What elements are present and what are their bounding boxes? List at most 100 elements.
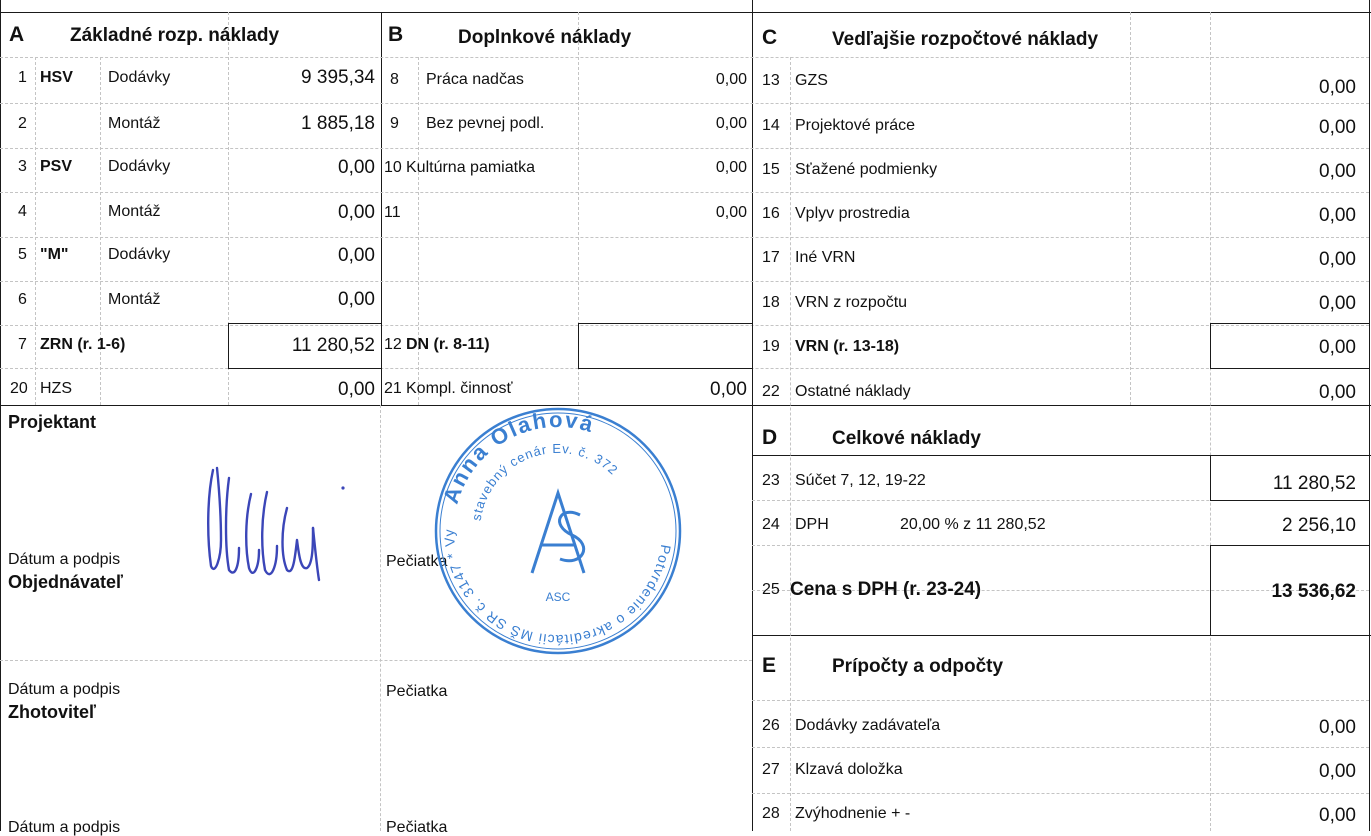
row-num: 18: [762, 294, 780, 311]
row-group: "M": [40, 246, 69, 263]
row-label: Zvýhodnenie + -: [795, 805, 911, 822]
mid-rule: [0, 405, 1371, 406]
row-num: 27: [762, 761, 780, 778]
row-value: 0,00: [1319, 382, 1356, 403]
row-label: HZS: [40, 380, 72, 397]
row-label: Iné VRN: [795, 249, 856, 266]
stamp-logo: ASC: [546, 590, 571, 604]
row-num: 16: [762, 205, 780, 222]
row-num: 20: [10, 380, 28, 397]
row-num: 4: [18, 203, 27, 220]
row-value: 0,00: [1319, 205, 1356, 226]
row-num: 2: [18, 115, 27, 132]
row-num: 28: [762, 805, 780, 822]
row-label: Montáž: [108, 203, 161, 220]
row-num: 9: [390, 115, 399, 132]
row-label: Bez pevnej podl.: [426, 115, 545, 132]
row-value: 0,00: [1319, 337, 1356, 358]
row-value: 0,00: [1319, 761, 1356, 782]
row-label: GZS: [795, 72, 828, 89]
row-value: 0,00: [715, 159, 747, 176]
accreditation-stamp: Anna Olahová stavebný cenár Ev. č. 372 P…: [432, 405, 682, 655]
section-d-rule: [752, 455, 1371, 456]
section-letter-a: A: [9, 23, 25, 46]
stamp-label: Pečiatka: [386, 683, 448, 700]
row-num: 24: [762, 516, 780, 533]
section-title-e: Prípočty a odpočty: [832, 656, 1004, 677]
col-divider-ab: [381, 12, 382, 405]
row-num: 12: [384, 336, 402, 353]
row-value: 1 885,18: [301, 113, 375, 134]
row-label: Sťažené podmienky: [795, 161, 938, 178]
objednavatel-label: Objednávateľ: [8, 572, 123, 592]
zhotovitel-label: Zhotoviteľ: [8, 702, 96, 722]
row-label: Dodávky zadávateľa: [795, 717, 941, 734]
row-num: 8: [390, 71, 399, 88]
sucet-box: [1210, 455, 1370, 501]
row-label: Montáž: [108, 115, 161, 132]
row-label: Cena s DPH (r. 23-24): [790, 579, 982, 600]
right-border: [1369, 0, 1370, 831]
row-num: 7: [18, 336, 27, 353]
row-value: 0,00: [1319, 249, 1356, 270]
row-value: 0,00: [1319, 293, 1356, 314]
section-title-b: Doplnkové náklady: [458, 27, 632, 48]
row-label: Klzavá doložka: [795, 761, 903, 778]
handwritten-signature: [207, 466, 345, 582]
row-num: 10: [384, 159, 402, 176]
row-value: 0,00: [338, 379, 375, 400]
row-group: ZRN (r. 1-6): [40, 336, 126, 353]
row-label: Kompl. činnosť: [406, 380, 513, 397]
section-title-c: Vedľajšie rozpočtové náklady: [832, 29, 1099, 50]
row-num: 3: [18, 158, 27, 175]
row-num: 26: [762, 717, 780, 734]
section-letter-d: D: [762, 426, 778, 449]
stamp-label: Pečiatka: [386, 553, 448, 570]
row-value: 0,00: [715, 204, 747, 221]
row-label: DPH: [795, 516, 829, 533]
dn-box: [578, 323, 753, 369]
row-value: 2 256,10: [1282, 515, 1356, 536]
row-label: Ostatné náklady: [795, 383, 911, 400]
row-label: Dodávky: [108, 158, 171, 175]
row-value: 0,00: [1319, 161, 1356, 182]
projektant-label: Projektant: [8, 412, 97, 432]
cena-box: [1210, 545, 1370, 636]
row-label: Súčet 7, 12, 19-22: [795, 472, 926, 489]
row-num: 14: [762, 117, 780, 134]
section-title-a: Základné rozp. náklady: [70, 25, 280, 46]
row-num: 11: [384, 204, 401, 221]
row-num: 22: [762, 383, 780, 400]
row-value: 0,00: [710, 379, 747, 400]
row-label: VRN (r. 13-18): [795, 338, 900, 355]
row-num: 17: [762, 249, 780, 266]
vrn-box: [1210, 323, 1370, 369]
row-label: Dodávky: [108, 69, 171, 86]
section-e-rule: [752, 635, 1371, 636]
stamp-label: Pečiatka: [386, 819, 448, 836]
row-value: 0,00: [1319, 805, 1356, 826]
section-letter-e: E: [762, 654, 777, 677]
row-label: VRN z rozpočtu: [795, 294, 908, 311]
row-value: 0,00: [338, 245, 375, 266]
row-num: 1: [18, 69, 27, 86]
row-value: 0,00: [338, 202, 375, 223]
row-value: 0,00: [1319, 117, 1356, 138]
row-value: 0,00: [1319, 717, 1356, 738]
top-rule: [0, 12, 1371, 13]
row-value: 0,00: [715, 115, 747, 132]
col-divider-bc: [752, 0, 753, 831]
row-label: DN (r. 8-11): [406, 336, 490, 353]
row-label: Montáž: [108, 291, 161, 308]
row-value: 0,00: [338, 157, 375, 178]
row-num: 25: [762, 581, 780, 598]
row-value: 11 280,52: [291, 335, 375, 356]
row-value: 0,00: [1319, 77, 1356, 98]
zrn-box: [228, 323, 382, 369]
date-sign-label: Dátum a podpis: [8, 681, 121, 698]
row-group: PSV: [40, 158, 73, 175]
row-label: Vplyv prostredia: [795, 205, 910, 222]
date-sign-label: Dátum a podpis: [8, 819, 121, 836]
row-value: 0,00: [338, 289, 375, 310]
section-letter-b: B: [388, 23, 404, 46]
